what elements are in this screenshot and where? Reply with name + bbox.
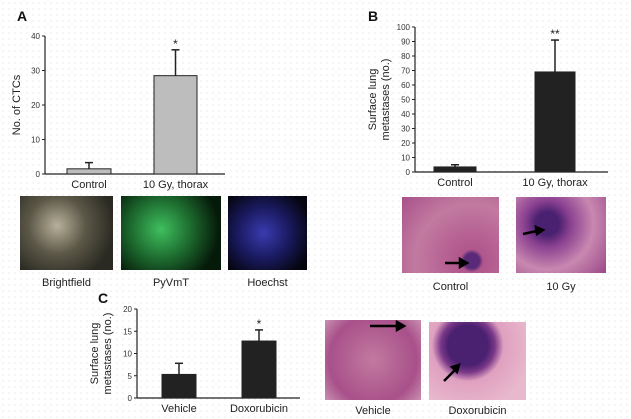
significance-marker: * — [257, 317, 262, 331]
y-tick-label: 60 — [401, 81, 410, 90]
lung-doxorubicin-image — [429, 322, 526, 400]
y-axis-label: Surface lung — [367, 69, 379, 131]
y-tick-label: 10 — [401, 154, 410, 163]
y-tick-label: 0 — [128, 394, 133, 403]
image-label: Control — [432, 281, 469, 293]
arrow-icon — [443, 369, 456, 382]
arrow-icon — [534, 224, 546, 237]
pyvmt-image — [121, 196, 221, 270]
hoechst-image — [228, 196, 307, 270]
y-axis-label: metastases (no.) — [102, 313, 114, 395]
image-label: Vehicle — [355, 405, 391, 417]
arrow-icon — [522, 229, 538, 236]
bar — [534, 71, 576, 173]
bar — [153, 75, 198, 175]
y-tick-label: 0 — [406, 168, 411, 177]
y-tick-label: 20 — [401, 139, 410, 148]
image-label: 10 Gy — [546, 281, 576, 293]
image-label: Brightfield — [42, 277, 91, 289]
x-tick-label: 10 Gy, thorax — [143, 179, 209, 191]
y-axis-label: No. of CTCs — [11, 74, 23, 135]
y-tick-label: 10 — [31, 136, 40, 145]
image-label: PyVmT — [152, 277, 190, 289]
y-tick-label: 40 — [31, 32, 40, 41]
x-tick-label: Control — [71, 179, 106, 191]
x-tick-label: Doxorubicin — [230, 403, 288, 415]
panel-label-a: A — [17, 8, 28, 24]
y-tick-label: 0 — [36, 170, 41, 179]
y-tick-label: 20 — [31, 101, 40, 110]
lung-vehicle-image — [325, 320, 421, 400]
panel-label-c: C — [98, 290, 109, 306]
y-tick-label: 40 — [401, 110, 410, 119]
y-tick-label: 80 — [401, 52, 410, 61]
y-tick-label: 30 — [31, 67, 40, 76]
y-tick-label: 100 — [397, 23, 411, 32]
lung-10gy-image — [516, 197, 606, 273]
y-tick-label: 5 — [128, 372, 133, 381]
lung-control-image — [402, 197, 499, 273]
y-tick-label: 70 — [401, 67, 410, 76]
y-tick-label: 50 — [401, 96, 410, 105]
y-tick-label: 15 — [123, 327, 132, 336]
bar — [241, 340, 277, 399]
brightfield-image — [20, 196, 113, 270]
y-axis-label: Surface lung — [89, 323, 101, 385]
significance-marker: ** — [550, 27, 560, 41]
bar — [66, 168, 112, 175]
image-label: Hoechst — [247, 277, 288, 289]
x-tick-label: Control — [437, 177, 472, 189]
y-tick-label: 30 — [401, 125, 410, 134]
bar — [433, 166, 477, 173]
y-tick-label: 20 — [123, 305, 132, 314]
y-tick-label: 90 — [401, 38, 410, 47]
arrow-icon — [458, 256, 470, 270]
bar — [161, 373, 197, 399]
y-tick-label: 10 — [123, 350, 132, 359]
arrow-icon — [449, 363, 461, 375]
image-label: Doxorubicin — [448, 405, 507, 417]
y-axis-label: metastases (no.) — [380, 59, 392, 141]
x-tick-label: Vehicle — [161, 403, 196, 415]
x-tick-label: 10 Gy, thorax — [522, 177, 588, 189]
panel-label-b: B — [368, 8, 379, 24]
significance-marker: * — [173, 37, 178, 51]
arrow-icon — [395, 319, 407, 333]
